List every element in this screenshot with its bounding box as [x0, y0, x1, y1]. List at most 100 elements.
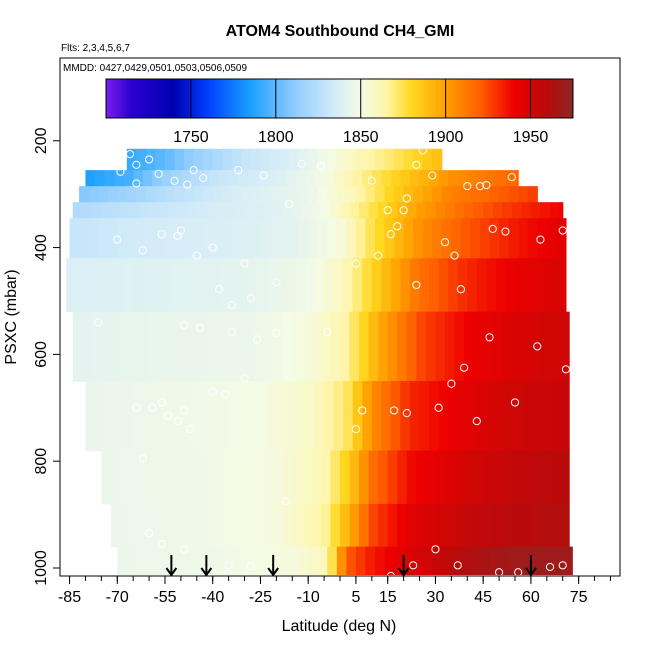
field-cell	[165, 218, 176, 259]
field-cell	[82, 202, 93, 219]
field-cell	[225, 503, 236, 548]
x-tick-label: 30	[427, 589, 445, 606]
observation-marker	[138, 454, 147, 463]
colorbar-tick-label: 1900	[428, 129, 464, 146]
observation-marker	[450, 251, 459, 260]
field-cell	[483, 202, 494, 219]
field-cell	[168, 503, 179, 548]
field-cell	[410, 258, 421, 313]
field-cell	[387, 503, 398, 548]
observation-marker	[259, 171, 268, 180]
field-cell	[384, 546, 395, 575]
field-cell	[311, 503, 322, 548]
field-cell	[550, 503, 561, 548]
field-cell	[187, 311, 198, 382]
observation-marker	[240, 259, 249, 268]
x-axis-label: Latitude (deg N)	[282, 618, 397, 635]
field-cell	[168, 450, 179, 505]
field-cell	[91, 202, 102, 219]
observation-marker	[208, 243, 217, 252]
field-cell	[435, 311, 446, 382]
field-cell	[521, 311, 532, 382]
field-cell	[193, 218, 204, 259]
observation-marker	[297, 159, 306, 168]
field-cell	[123, 170, 134, 187]
x-tick-label: 60	[522, 589, 540, 606]
field-cell	[397, 202, 408, 219]
observation-marker	[272, 278, 281, 287]
field-cell	[244, 311, 255, 382]
field-cell	[158, 311, 169, 382]
observation-marker	[323, 327, 332, 337]
field-cell	[266, 381, 277, 452]
field-cell	[120, 503, 131, 548]
field-cell	[212, 218, 223, 259]
field-cell	[454, 503, 465, 548]
field-cell	[270, 546, 281, 575]
x-tick-label: -40	[201, 589, 224, 606]
field-cell	[225, 202, 236, 219]
field-cell	[270, 148, 281, 171]
field-cell	[110, 450, 122, 505]
field-cell	[473, 202, 484, 219]
field-cell	[196, 450, 207, 505]
field-cell	[317, 546, 328, 575]
field-cell	[317, 148, 328, 171]
field-cell	[254, 311, 265, 382]
field-cell	[171, 170, 182, 187]
observation-marker	[179, 406, 189, 415]
observation-marker	[475, 182, 485, 191]
field-cell	[333, 170, 344, 187]
field-cell	[314, 170, 325, 187]
field-cell	[521, 503, 532, 548]
field-cell	[212, 148, 223, 171]
field-cell	[190, 258, 201, 313]
field-cell	[445, 503, 456, 548]
field-cell	[527, 186, 538, 203]
field-cell	[368, 503, 379, 548]
field-cell	[130, 503, 141, 548]
field-cell	[448, 170, 459, 187]
field-cell	[142, 170, 153, 187]
field-cell	[250, 148, 262, 171]
field-cell	[206, 311, 217, 382]
field-cell	[171, 258, 182, 313]
field-cell	[174, 148, 185, 171]
field-cell	[276, 170, 287, 187]
field-cell	[495, 170, 507, 187]
field-cell	[187, 202, 198, 219]
field-cell	[247, 381, 258, 452]
observation-marker	[113, 235, 122, 244]
observation-marker	[374, 251, 383, 260]
field-cell	[448, 381, 459, 452]
colorbar-bar	[105, 78, 574, 119]
field-cell	[502, 202, 513, 219]
field-cell	[365, 546, 376, 575]
observation-marker	[144, 155, 154, 164]
field-cell	[499, 186, 510, 203]
field-cell	[355, 148, 367, 171]
field-cell	[438, 381, 449, 452]
observation-marker	[227, 301, 236, 310]
field-cell	[139, 450, 150, 505]
field-cell	[279, 546, 290, 575]
field-cell	[413, 148, 424, 171]
field-cell	[136, 546, 147, 575]
field-cell	[235, 450, 246, 505]
field-cell	[511, 311, 522, 382]
field-cell	[235, 202, 246, 219]
field-cell	[530, 311, 542, 382]
observation-marker	[453, 561, 462, 570]
field-cell	[467, 381, 478, 452]
field-cell	[85, 381, 96, 452]
observation-marker	[176, 226, 186, 235]
dates-annotation: MMDD: 0427,0429,0501,0503,0506,0509	[63, 63, 247, 74]
field-cell	[499, 218, 510, 259]
field-cell	[324, 381, 335, 452]
field-cell	[340, 202, 351, 219]
observation-marker	[558, 226, 567, 235]
x-tick-label: 75	[570, 589, 588, 606]
field-cell	[308, 218, 319, 259]
field-cell	[422, 186, 433, 203]
field-cell	[518, 186, 529, 203]
